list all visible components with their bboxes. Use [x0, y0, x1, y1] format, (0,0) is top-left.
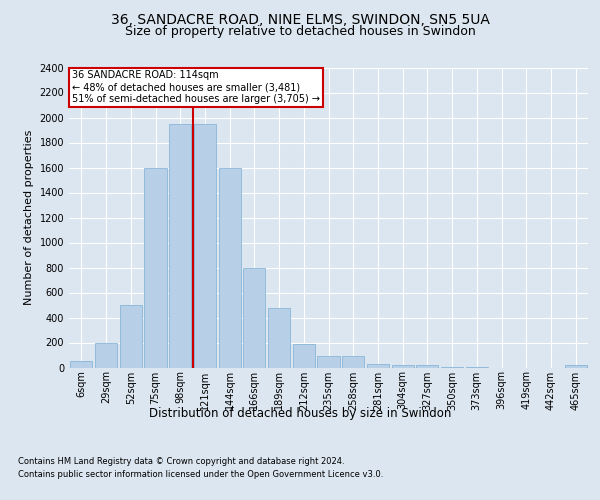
Text: Size of property relative to detached houses in Swindon: Size of property relative to detached ho… — [125, 25, 475, 38]
Y-axis label: Number of detached properties: Number of detached properties — [24, 130, 34, 305]
Bar — [145, 168, 167, 368]
Text: 36 SANDACRE ROAD: 114sqm
← 48% of detached houses are smaller (3,481)
51% of sem: 36 SANDACRE ROAD: 114sqm ← 48% of detach… — [71, 70, 320, 104]
Text: Contains HM Land Registry data © Crown copyright and database right 2024.: Contains HM Land Registry data © Crown c… — [18, 458, 344, 466]
Text: 36, SANDACRE ROAD, NINE ELMS, SWINDON, SN5 5UA: 36, SANDACRE ROAD, NINE ELMS, SWINDON, S… — [110, 12, 490, 26]
Bar — [218, 168, 241, 368]
Bar — [392, 365, 414, 368]
Bar — [293, 344, 315, 368]
Bar — [317, 356, 340, 368]
Bar — [268, 308, 290, 368]
Bar — [367, 364, 389, 368]
Bar — [466, 367, 488, 368]
Bar — [194, 124, 216, 368]
Bar — [243, 268, 265, 368]
Bar — [565, 365, 587, 368]
Bar — [441, 367, 463, 368]
Bar — [169, 124, 191, 368]
Bar — [416, 365, 439, 368]
Bar — [119, 305, 142, 368]
Bar — [70, 361, 92, 368]
Text: Contains public sector information licensed under the Open Government Licence v3: Contains public sector information licen… — [18, 470, 383, 479]
Text: Distribution of detached houses by size in Swindon: Distribution of detached houses by size … — [149, 408, 451, 420]
Bar — [342, 356, 364, 368]
Bar — [95, 342, 117, 367]
